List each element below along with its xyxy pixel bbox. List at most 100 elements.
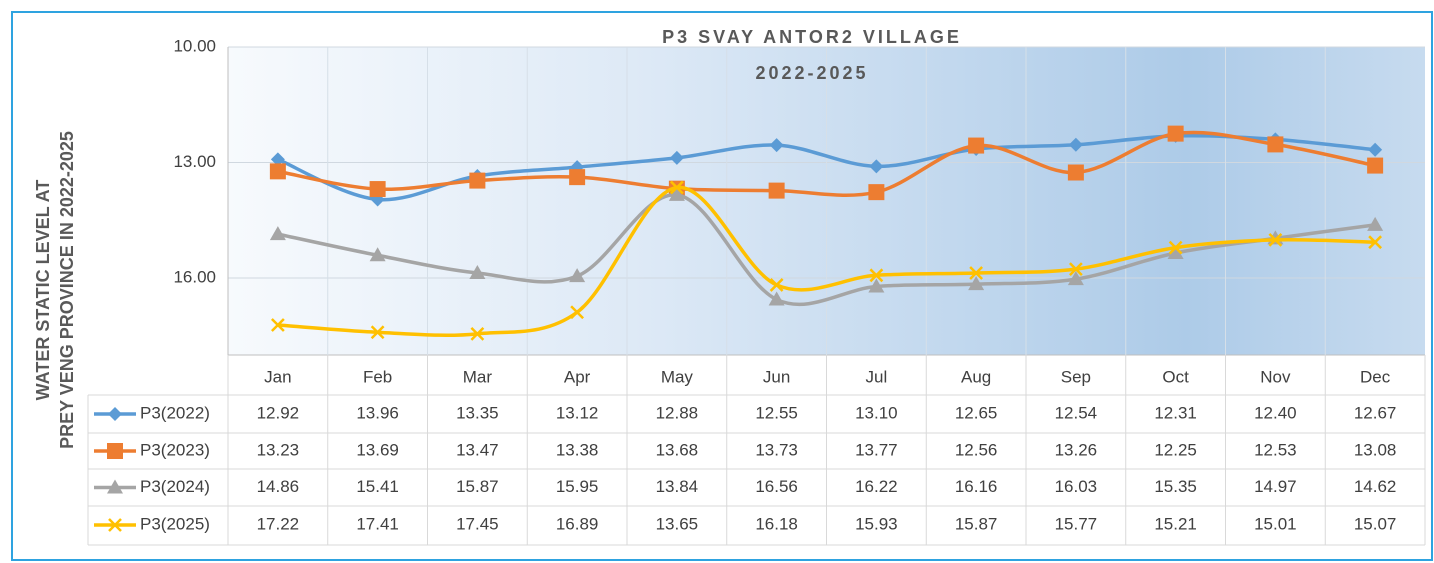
marker [470, 326, 485, 341]
table-cell: 12.40 [1254, 403, 1297, 422]
table-cell: 12.53 [1254, 440, 1297, 459]
marker [1167, 125, 1184, 142]
marker [1368, 235, 1383, 250]
marker [369, 181, 386, 198]
y-tick-label: 16.00 [173, 267, 216, 286]
table-cell: 13.73 [755, 440, 798, 459]
marker [1168, 240, 1183, 255]
x-tick-label: Dec [1360, 367, 1391, 386]
marker [1267, 136, 1284, 153]
marker [270, 318, 285, 332]
marker [869, 159, 884, 174]
table-cell: 13.08 [1354, 440, 1397, 459]
table-cell: 15.87 [456, 477, 499, 496]
table-cell: 16.22 [855, 477, 898, 496]
table-cell: 16.56 [755, 477, 798, 496]
table-cell: 12.88 [656, 403, 699, 422]
x-tick-label: Jul [866, 367, 888, 386]
table-cell: 13.65 [656, 514, 699, 533]
table-cell: 13.84 [656, 477, 699, 496]
marker [1067, 271, 1084, 286]
table-cell: 14.62 [1354, 477, 1397, 496]
marker [1367, 157, 1384, 174]
table-cell: 12.31 [1154, 403, 1197, 422]
table-cell: 13.12 [556, 403, 599, 422]
x-tick-label: Feb [363, 367, 392, 386]
series-line [277, 193, 1376, 306]
table-cell: 13.38 [556, 440, 599, 459]
x-tick-label: Apr [564, 367, 591, 386]
table-cell: 15.87 [955, 514, 998, 533]
marker [1068, 262, 1083, 277]
table-cell: 15.77 [1055, 514, 1098, 533]
table-cell: 14.86 [257, 477, 300, 496]
y-axis-label: PREY VENG PROVINCE IN 2022-2025 [57, 131, 77, 449]
table-cell: 12.56 [955, 440, 998, 459]
table-cell: 13.69 [356, 440, 399, 459]
table-cell: 13.77 [855, 440, 898, 459]
marker [768, 182, 785, 199]
marker [868, 278, 885, 293]
marker [469, 264, 486, 279]
table-cell: 13.96 [356, 403, 399, 422]
x-tick-label: Mar [463, 367, 493, 386]
table-cell: 15.01 [1254, 514, 1297, 533]
table-cell: 14.97 [1254, 477, 1297, 496]
table-cell: 13.10 [855, 403, 898, 422]
table-cell: 12.65 [955, 403, 998, 422]
x-tick-label: Aug [961, 367, 991, 386]
table-cell: 16.16 [955, 477, 998, 496]
marker [370, 325, 385, 340]
x-tick-label: Nov [1260, 367, 1291, 386]
legend-label: P3(2024) [140, 477, 210, 496]
table-cell: 13.35 [456, 403, 499, 422]
marker [108, 407, 122, 421]
x-tick-label: Oct [1162, 367, 1189, 386]
legend-label: P3(2025) [140, 514, 210, 533]
x-tick-label: Jan [264, 367, 291, 386]
marker [669, 180, 684, 195]
table-cell: 17.45 [456, 514, 499, 533]
legend-label: P3(2023) [140, 440, 210, 459]
table-cell: 12.25 [1154, 440, 1197, 459]
marker [569, 169, 586, 186]
table-cell: 15.95 [556, 477, 599, 496]
table-cell: 16.03 [1055, 477, 1098, 496]
series-line [277, 130, 1376, 197]
marker [968, 137, 985, 154]
table-cell: 13.47 [456, 440, 499, 459]
marker [570, 305, 585, 320]
table-cell: 13.26 [1055, 440, 1098, 459]
x-tick-label: Jun [763, 367, 790, 386]
table-cell: 15.07 [1354, 514, 1397, 533]
legend-label: P3(2022) [140, 403, 210, 422]
table-cell: 13.23 [257, 440, 300, 459]
marker [969, 266, 984, 280]
y-axis-label: WATER STATIC LEVEL AT [33, 180, 53, 401]
marker [108, 518, 122, 532]
table-cell: 13.68 [656, 440, 699, 459]
marker [1167, 244, 1184, 259]
marker [270, 152, 285, 167]
table-cell: 15.93 [855, 514, 898, 533]
chart-title: P3 SVAY ANTOR2 VILLAGE [662, 27, 962, 47]
marker [469, 172, 486, 189]
marker [569, 268, 586, 283]
table-cell: 12.92 [257, 403, 300, 422]
marker [869, 268, 884, 283]
table-cell: 12.55 [755, 403, 798, 422]
y-tick-label: 10.00 [173, 36, 216, 55]
table-cell: 15.21 [1154, 514, 1197, 533]
table-cell: 12.54 [1055, 403, 1098, 422]
marker [1367, 216, 1384, 231]
marker [669, 150, 684, 165]
marker [868, 184, 885, 201]
table-cell: 17.22 [257, 514, 300, 533]
marker [269, 163, 286, 180]
marker [369, 247, 386, 262]
y-tick-label: 13.00 [173, 152, 216, 171]
marker [269, 226, 286, 241]
table-cell: 12.67 [1354, 403, 1397, 422]
table-cell: 16.89 [556, 514, 599, 533]
marker [1268, 233, 1283, 247]
